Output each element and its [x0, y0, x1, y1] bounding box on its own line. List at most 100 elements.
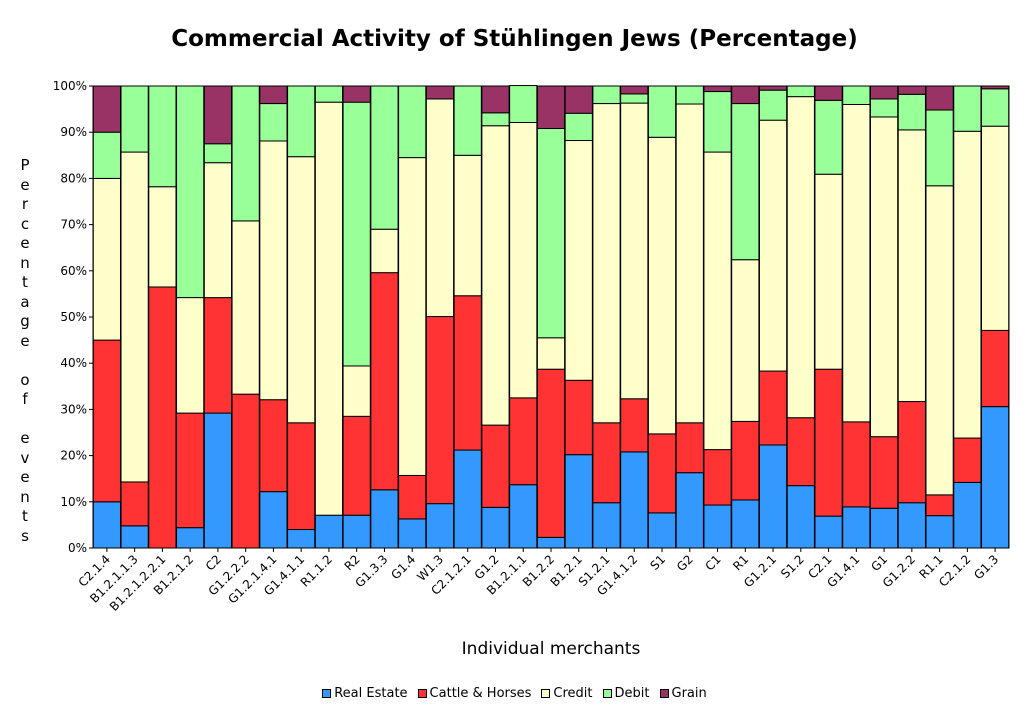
bar-debit: [647, 85, 677, 138]
bar-credit: [287, 156, 316, 424]
bar-real-estate: [92, 501, 121, 549]
bar-real-estate: [176, 527, 205, 549]
bar-real-estate: [564, 454, 593, 549]
bar-real-estate: [897, 502, 926, 549]
bar-credit: [259, 140, 288, 401]
bar-debit: [842, 85, 871, 105]
x-tick-label: G1.3: [971, 552, 1001, 582]
bar-debit: [592, 85, 621, 105]
bar-credit: [647, 136, 677, 435]
bar-cattle-horses: [481, 424, 510, 508]
bar-credit: [786, 96, 815, 419]
bar-cattle-horses: [342, 415, 371, 516]
legend-label: Grain: [671, 686, 707, 701]
bar-cattle-horses: [425, 316, 455, 505]
y-axis-label: P e r c e n t a g e o f e v e n t s: [20, 156, 30, 545]
bar-cattle-horses: [536, 368, 566, 538]
bar-grain: [481, 85, 510, 114]
x-tick-label: R1: [730, 552, 751, 573]
y-tick-label: 70%: [60, 218, 87, 232]
bar-debit: [453, 85, 482, 156]
bar-cattle-horses: [786, 417, 815, 487]
bar-real-estate: [981, 406, 1010, 549]
x-tick-label: G1.4: [388, 552, 418, 582]
chart-legend: Real Estate Cattle & Horses Credit Debit Gra…: [0, 686, 1029, 701]
legend-swatch: [541, 689, 551, 698]
x-tick-label: S1: [647, 552, 668, 573]
bar-debit: [176, 85, 205, 299]
bar-credit: [897, 129, 926, 403]
bar-cattle-horses: [370, 272, 399, 491]
bar-real-estate: [703, 504, 732, 549]
bar-cattle-horses: [731, 420, 760, 501]
bar-credit: [703, 151, 732, 451]
bar-cattle-horses: [703, 449, 732, 506]
x-tick-label: C1: [702, 552, 723, 573]
bar-credit: [536, 337, 566, 370]
y-tick-label: 60%: [60, 264, 87, 278]
bar-real-estate: [398, 518, 427, 549]
x-tick-label: C2: [203, 552, 224, 573]
x-tick-label: G2: [674, 552, 696, 574]
bar-cattle-horses: [287, 422, 316, 531]
bar-real-estate: [287, 529, 316, 549]
bar-debit: [120, 85, 149, 153]
y-tick-label: 10%: [60, 495, 87, 509]
bar-real-estate: [509, 484, 538, 549]
y-tick-label: 50%: [60, 310, 87, 324]
bar-debit: [758, 89, 788, 121]
bar-debit: [203, 143, 233, 164]
y-tick-label: 20%: [60, 449, 87, 463]
bar-real-estate: [370, 489, 399, 549]
x-tick-label: S1.2: [778, 552, 807, 581]
x-axis-label: Individual merchants: [461, 639, 641, 659]
bar-debit: [314, 85, 344, 103]
y-tick-label: 80%: [60, 171, 87, 185]
bar-credit: [869, 116, 899, 438]
bar-grain: [869, 85, 899, 100]
y-tick-label: 90%: [60, 125, 87, 139]
bar-debit: [675, 85, 704, 105]
bar-cattle-horses: [453, 295, 482, 451]
y-tick-label: 0%: [68, 541, 87, 555]
legend-label: Real Estate: [334, 686, 408, 701]
bar-real-estate: [786, 485, 815, 549]
bar-debit: [92, 131, 121, 179]
bar-credit: [925, 185, 954, 496]
bar-debit: [481, 112, 510, 127]
bar-cattle-horses: [981, 329, 1010, 408]
bar-credit: [481, 125, 510, 426]
bar-real-estate: [675, 472, 704, 549]
legend-swatch: [417, 689, 427, 698]
y-tick-label: 100%: [53, 79, 87, 93]
bar-grain: [425, 85, 455, 100]
bar-credit: [981, 125, 1010, 331]
bar-grain: [203, 85, 233, 145]
bar-credit: [398, 157, 427, 476]
bar-debit: [703, 91, 732, 153]
bar-real-estate: [203, 412, 233, 549]
bar-real-estate: [620, 451, 649, 549]
x-tick-label: R1.1.2: [298, 552, 335, 589]
x-tick-label: C2.1.2: [936, 552, 973, 589]
bar-debit: [509, 85, 538, 123]
bar-real-estate: [814, 515, 843, 549]
bar-real-estate: [925, 515, 954, 549]
chart-title: Commercial Activity of Stühlingen Jews (…: [171, 26, 858, 52]
bar-real-estate: [481, 506, 510, 549]
bar-real-estate: [425, 503, 455, 549]
bar-real-estate: [758, 444, 788, 549]
bar-debit: [231, 85, 260, 222]
bar-debit: [925, 109, 954, 187]
legend-swatch: [659, 689, 669, 698]
bar-real-estate: [453, 449, 482, 549]
bar-cattle-horses: [564, 379, 593, 456]
bar-cattle-horses: [120, 481, 149, 527]
bar-real-estate: [953, 481, 982, 549]
legend-item: Grain: [659, 686, 707, 701]
bar-credit: [231, 220, 260, 395]
bar-cattle-horses: [897, 401, 926, 504]
bar-cattle-horses: [592, 422, 621, 504]
bar-credit: [731, 259, 760, 422]
